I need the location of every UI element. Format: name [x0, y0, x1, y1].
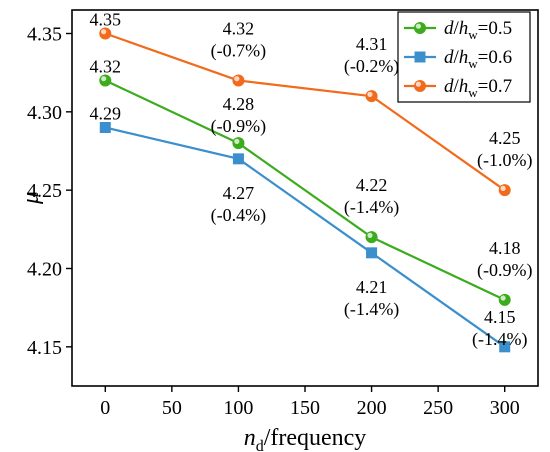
data-point: [499, 341, 511, 353]
data-point: [99, 27, 112, 40]
data-label: 4.35: [90, 10, 122, 30]
series-layer: [99, 27, 511, 353]
data-point: [498, 293, 511, 306]
legend-label: d/hw=0.6: [444, 47, 512, 71]
data-label: 4.28 (-0.9%): [211, 94, 266, 137]
data-label: 4.31 (-0.2%): [344, 34, 399, 77]
x-tick-label: 150: [290, 397, 320, 419]
data-point: [232, 137, 245, 150]
x-tick-label: 50: [162, 397, 182, 419]
series-line: [104, 79, 506, 301]
legend-label: d/hw=0.7: [444, 76, 512, 100]
x-tick-label: 300: [490, 397, 520, 419]
data-label: 4.32 (-0.7%): [211, 19, 266, 62]
y-tick-label: 4.20: [27, 259, 62, 281]
x-tick-label: 0: [100, 397, 110, 419]
legend-label: d/hw=0.5: [444, 18, 512, 42]
legend-item: d/hw=0.7: [404, 76, 512, 100]
data-label: 4.32: [90, 57, 122, 77]
legend-marker: [414, 51, 426, 63]
axes-layer: 0 50 100 150 200 250 300 4.15 4.20 4.25 4.30 4.35 nd…: [18, 9, 539, 452]
data-label: 4.18 (-0.9%): [477, 238, 532, 281]
y-axis-title: μ: [18, 192, 44, 205]
series-0: [99, 74, 511, 306]
x-axis-title: nd/frequency: [244, 425, 367, 452]
legend: d/hw=0.5 d/hw=0.6 d/hw=0.7: [397, 11, 531, 103]
data-point: [365, 231, 378, 244]
data-label: 4.29: [90, 104, 122, 124]
y-tick-label: 4.25: [27, 180, 62, 202]
legend-item: d/hw=0.5: [404, 18, 512, 42]
y-tick-label: 4.35: [27, 24, 62, 46]
data-label: 4.21 (-1.4%): [344, 277, 399, 320]
x-tick-label: 250: [423, 397, 453, 419]
data-label: 4.27 (-0.4%): [211, 183, 266, 226]
data-point: [232, 153, 244, 165]
data-point: [99, 74, 112, 87]
legend-item: d/hw=0.6: [404, 47, 512, 71]
legend-marker: [414, 80, 426, 92]
data-point: [232, 74, 245, 87]
series-1: [99, 122, 511, 353]
x-tick-label: 200: [357, 397, 387, 419]
x-tick-label: 100: [223, 397, 253, 419]
data-label: 4.25 (-1.0%): [477, 128, 532, 171]
y-tick-label: 4.15: [27, 337, 62, 359]
data-point: [365, 90, 378, 103]
data-point: [366, 247, 378, 259]
data-label: 4.15 (-1.4%): [472, 307, 527, 350]
series-line: [104, 32, 506, 192]
legend-marker: [414, 22, 426, 34]
data-point: [498, 184, 511, 197]
data-label-layer: 4.32 4.28 (-0.9%) 4.22 (-1.4%) 4.18 (-0.9%) 4.2…: [90, 10, 533, 350]
y-tick-label: 4.30: [27, 102, 62, 124]
data-point: [99, 122, 111, 133]
series-2: [99, 27, 511, 197]
data-label: 4.22 (-1.4%): [344, 175, 399, 218]
series-line: [105, 126, 506, 348]
